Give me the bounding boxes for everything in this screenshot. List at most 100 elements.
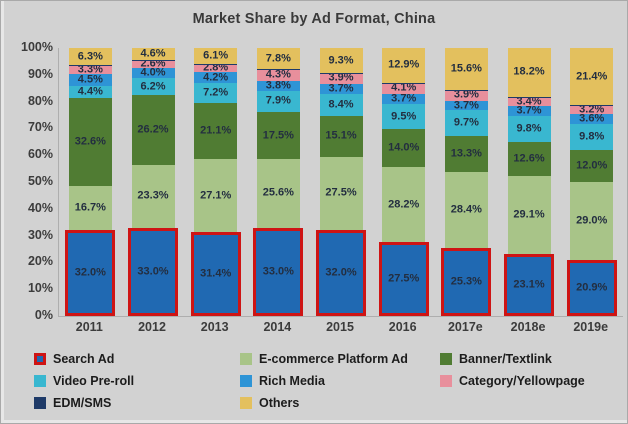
bar-segment-rich-media-2014: 3.8%: [256, 79, 300, 92]
bar-column-2014: 33.0% 25.6% 17.5% 7.9% 3.8% 4.3% 7.8%: [247, 48, 310, 316]
segment-label: 17.5%: [262, 129, 294, 142]
legend-swatch-icon: [34, 374, 46, 387]
bar-stack-2015: 32.0% 27.5% 15.1% 8.4% 3.7% 3.9% 9.3%: [316, 48, 367, 316]
segment-label: 8.4%: [328, 98, 354, 111]
segment-label: 27.5%: [388, 272, 420, 285]
segment-label: 4.4%: [77, 85, 103, 98]
legend-label: Rich Media: [259, 373, 325, 388]
bar-stack-2013: 31.4% 27.1% 21.1% 7.2% 4.2% 2.8% 6.1%: [190, 48, 241, 316]
bar-segment-banner-textlink-2016: 14.0%: [382, 129, 426, 167]
legend-label: EDM/SMS: [53, 395, 112, 410]
bar-segment-e-commerce-platform-ad-2019e: 29.0%: [570, 182, 614, 260]
segment-label: 29.0%: [576, 214, 608, 227]
segment-label: 9.8%: [516, 122, 542, 135]
bar-stack-2011: 32.0% 16.7% 32.6% 4.4% 4.5% 3.3% 6.3%: [65, 48, 116, 316]
bar-segment-rich-media-2011: 4.5%: [68, 74, 112, 87]
bar-segment-others-2017e: 15.6%: [444, 48, 488, 90]
bar-stack-2018e: 23.1% 29.1% 12.6% 9.8% 3.7% 3.4% 18.2%: [504, 48, 555, 316]
segment-label: 3.4%: [516, 95, 542, 108]
plot-area: 32.0% 16.7% 32.6% 4.4% 4.5% 3.3% 6.3% 33.0% 23.3…: [58, 48, 623, 317]
legend-label: Category/Yellowpage: [459, 373, 585, 388]
bar-segment-e-commerce-platform-ad-2016: 28.2%: [382, 166, 426, 243]
legend-swatch-icon: [240, 352, 252, 365]
bar-segment-rich-media-2016: 3.7%: [382, 93, 426, 104]
bar-segment-category-yellowpage-2017e: 3.9%: [444, 88, 488, 101]
bar-segment-category-yellowpage-2015: 3.9%: [319, 72, 363, 84]
segment-label: 9.8%: [579, 130, 605, 143]
bar-segment-rich-media-2013: 4.2%: [194, 72, 238, 84]
bar-segment-search-ad-2011: 32.0%: [65, 230, 116, 316]
y-tick-60: 60%: [27, 147, 53, 162]
bar-segment-video-pre-roll-2016: 9.5%: [382, 103, 426, 130]
bar-segment-e-commerce-platform-ad-2012: 23.3%: [131, 165, 175, 228]
bar-segment-e-commerce-platform-ad-2015: 27.5%: [319, 156, 363, 231]
legend: Search Ad E-commerce Platform Ad Banner/Te…: [34, 350, 609, 411]
legend-label: Search Ad: [53, 351, 115, 366]
bar-column-2018e: 23.1% 29.1% 12.6% 9.8% 3.7% 3.4% 18.2%: [498, 48, 561, 316]
bar-segment-search-ad-2013: 31.4%: [190, 231, 241, 316]
x-tick-label-2019e: 2019e: [573, 320, 609, 334]
bar-segment-category-yellowpage-2012: 2.6%: [131, 58, 175, 69]
segment-label: 12.6%: [513, 152, 545, 165]
legend-swatch-icon: [440, 374, 452, 387]
bar-segment-video-pre-roll-2019e: 9.8%: [570, 123, 614, 151]
segment-label: 14.0%: [388, 141, 420, 154]
bar-segment-others-2015: 9.3%: [319, 48, 363, 73]
bar-segment-rich-media-2017e: 3.7%: [444, 99, 488, 112]
segment-label: 21.4%: [576, 70, 608, 83]
segment-label: 7.9%: [265, 94, 291, 107]
bar-stack-2014: 33.0% 25.6% 17.5% 7.9% 3.8% 4.3% 7.8%: [253, 48, 304, 316]
segment-label: 3.2%: [579, 103, 605, 116]
bar-segment-rich-media-2019e: 3.6%: [570, 113, 614, 124]
bar-segment-others-2018e: 18.2%: [507, 48, 551, 97]
segment-label: 28.2%: [388, 198, 420, 211]
segment-label: 31.4%: [200, 267, 232, 280]
bar-column-2017e: 25.3% 28.4% 13.3% 9.7% 3.7% 3.9% 15.6%: [435, 48, 498, 316]
bar-segment-category-yellowpage-2013: 2.8%: [194, 62, 238, 73]
chart-title: Market Share by Ad Format, China: [192, 11, 436, 27]
bar-stack-2016: 27.5% 28.2% 14.0% 9.5% 3.7% 4.1% 12.9%: [378, 48, 429, 316]
bar-segment-banner-textlink-2012: 26.2%: [131, 94, 175, 166]
x-tick-label-2011: 2011: [75, 320, 103, 334]
bar-segment-category-yellowpage-2018e: 3.4%: [507, 95, 551, 108]
y-tick-50: 50%: [27, 174, 53, 188]
segment-label: 3.8%: [265, 79, 291, 92]
segment-label: 26.2%: [137, 123, 169, 136]
segment-label: 3.7%: [328, 82, 354, 95]
segment-label: 15.6%: [450, 62, 482, 75]
legend-item-banner-textlink: Banner/Textlink: [440, 350, 609, 367]
x-tick-label-2016: 2016: [388, 320, 417, 334]
bar-segment-video-pre-roll-2013: 7.2%: [194, 83, 238, 103]
y-tick-100: 100%: [21, 40, 53, 54]
segment-label: 9.3%: [328, 54, 354, 67]
segment-label: 6.3%: [77, 50, 103, 62]
y-tick-80: 80%: [27, 93, 53, 108]
segment-label: 7.8%: [265, 52, 291, 64]
segment-label: 4.1%: [391, 81, 417, 94]
bar-segment-video-pre-roll-2017e: 9.7%: [444, 110, 488, 137]
y-tick-40: 40%: [27, 200, 53, 215]
legend-swatch-icon: [440, 352, 452, 365]
segment-label: 32.6%: [74, 135, 106, 148]
bar-segment-banner-textlink-2018e: 12.6%: [507, 142, 551, 177]
bar-segment-video-pre-roll-2015: 8.4%: [319, 93, 363, 117]
y-tick-20: 20%: [27, 254, 53, 269]
bar-column-2019e: 20.9% 29.0% 12.0% 9.8% 3.6% 3.2% 21.4%: [560, 48, 623, 316]
bar-segment-others-2011: 6.3%: [68, 48, 112, 65]
x-tick-label-2015: 2015: [326, 320, 354, 334]
segment-label: 12.0%: [576, 159, 608, 172]
bar-segment-video-pre-roll-2012: 6.2%: [131, 78, 175, 95]
segment-label: 3.9%: [453, 88, 479, 101]
bar-segment-category-yellowpage-2014: 4.3%: [256, 69, 300, 81]
bar-segment-others-2012: 4.6%: [131, 48, 175, 61]
bar-segment-search-ad-2018e: 23.1%: [504, 254, 555, 316]
segment-label: 3.3%: [77, 63, 103, 76]
segment-label: 3.7%: [516, 104, 542, 117]
legend-item-search-ad: Search Ad: [34, 350, 240, 367]
bar-segment-category-yellowpage-2019e: 3.2%: [570, 103, 614, 116]
bar-segment-search-ad-2016: 27.5%: [378, 242, 429, 316]
segment-label: 20.9%: [576, 281, 608, 294]
bar-segment-e-commerce-platform-ad-2014: 25.6%: [256, 158, 300, 228]
segment-label: 3.7%: [453, 99, 479, 112]
bar-segment-e-commerce-platform-ad-2013: 27.1%: [194, 159, 238, 232]
